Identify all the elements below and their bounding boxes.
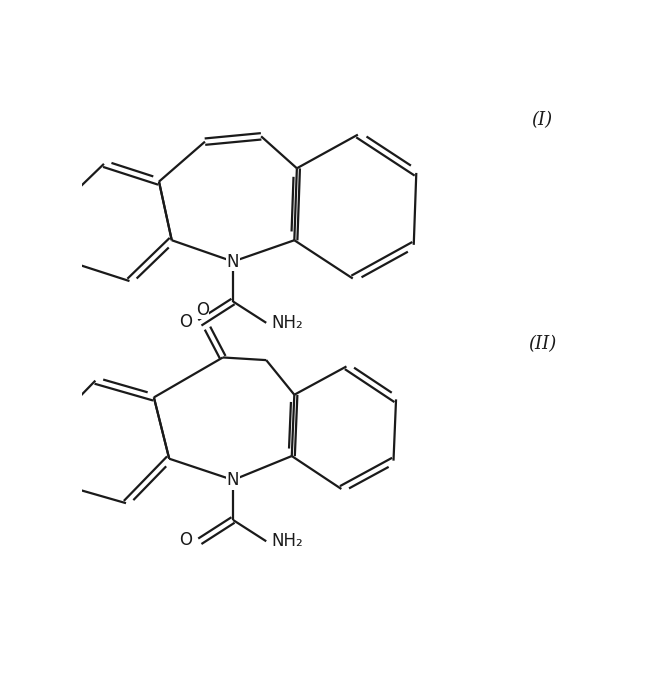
Text: O: O [196,300,209,318]
Text: (I): (I) [531,111,553,129]
Text: N: N [227,253,239,271]
Text: NH₂: NH₂ [272,532,303,550]
Text: O: O [179,531,192,549]
Text: O: O [179,313,192,331]
Text: NH₂: NH₂ [272,313,303,332]
Text: (II): (II) [528,335,556,353]
Text: N: N [227,471,239,489]
